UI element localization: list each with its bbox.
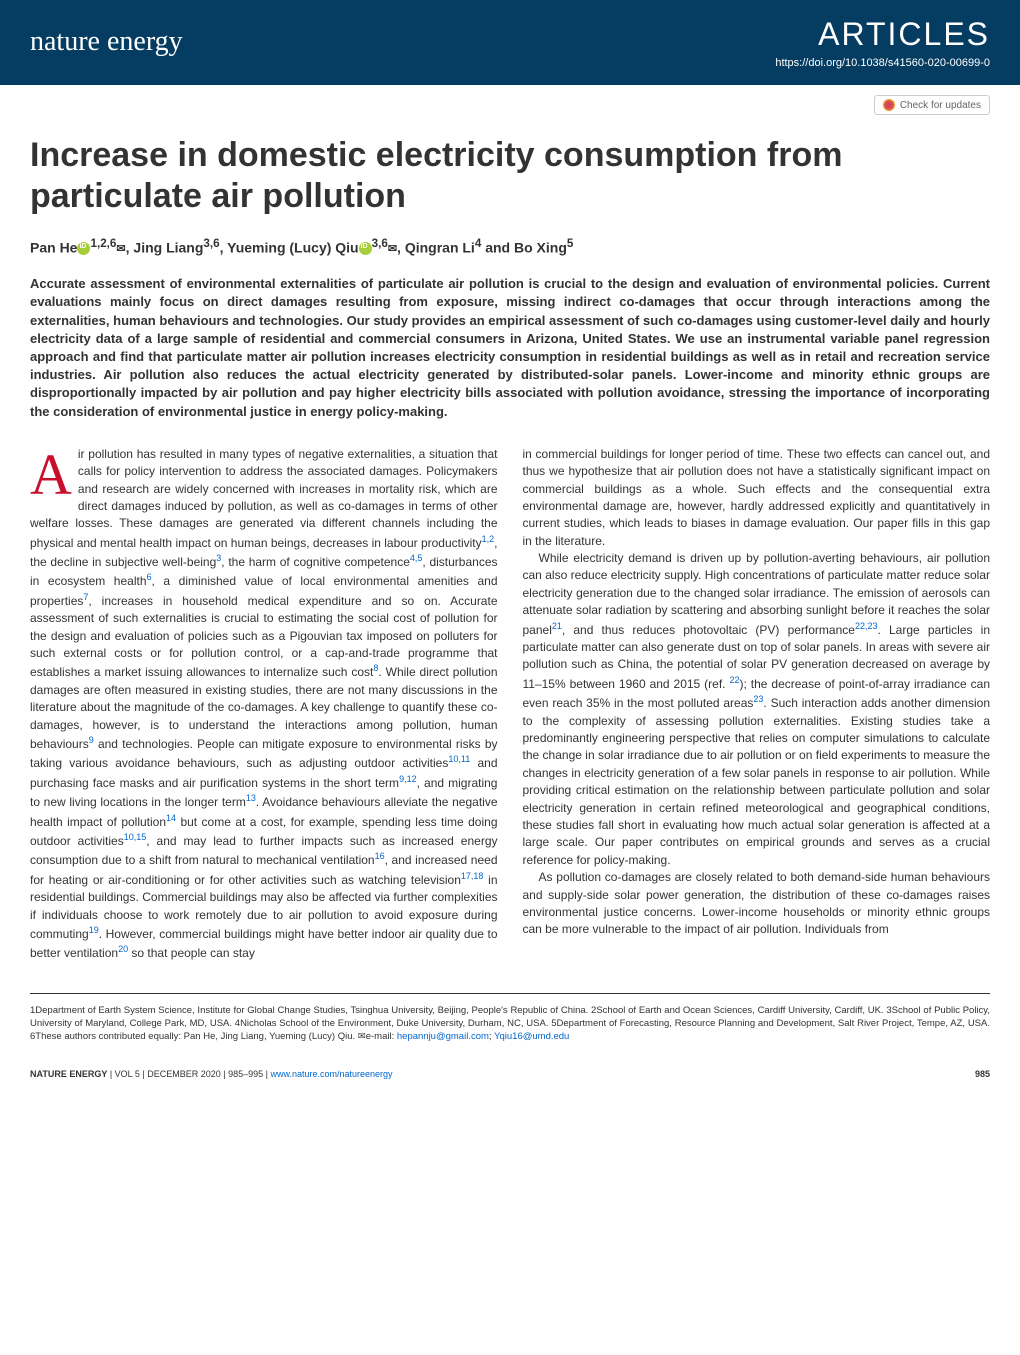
author-1-sup: 1,2,6 <box>90 237 116 250</box>
author-2: , Jing Liang <box>126 239 204 255</box>
ref-sup[interactable]: 22 <box>729 675 739 685</box>
ref-sup[interactable]: 1,2 <box>482 534 495 544</box>
page-footer: NATURE ENERGY | VOL 5 | DECEMBER 2020 | … <box>0 1054 1020 1094</box>
body-paragraph-2: in commercial buildings for longer perio… <box>523 446 991 550</box>
body-paragraph-4: As pollution co-damages are closely rela… <box>523 869 991 939</box>
email-link[interactable]: Yqiu16@umd.edu <box>494 1031 569 1042</box>
email-link[interactable]: hepannju@gmail.com <box>397 1031 489 1042</box>
ref-sup[interactable]: 13 <box>246 793 256 803</box>
journal-reference: NATURE ENERGY | VOL 5 | DECEMBER 2020 | … <box>30 1069 393 1079</box>
author-3-sup: 3,6 <box>372 237 388 250</box>
dropcap: A <box>30 446 78 499</box>
journal-logo: nature energy <box>30 27 183 58</box>
ref-sup[interactable]: 20 <box>118 944 128 954</box>
body-paragraph-3: While electricity demand is driven up by… <box>523 550 991 869</box>
author-5: and Bo Xing <box>481 239 567 255</box>
header-right: ARTICLES https://doi.org/10.1038/s41560-… <box>775 16 990 69</box>
article-title: Increase in domestic electricity consump… <box>0 120 1020 237</box>
orcid-icon[interactable] <box>77 242 90 255</box>
ref-sup[interactable]: 21 <box>552 621 562 631</box>
author-3: , Yueming (Lucy) Qiu <box>220 239 359 255</box>
page-header: nature energy ARTICLES https://doi.org/1… <box>0 0 1020 85</box>
author-list: Pan He1,2,6, Jing Liang3,6, Yueming (Luc… <box>0 237 1020 276</box>
check-updates-bar: Check for updates <box>0 85 1020 120</box>
affiliations: 1Department of Earth System Science, Ins… <box>0 994 1020 1054</box>
ref-sup[interactable]: 10,11 <box>448 754 470 764</box>
ref-sup[interactable]: 23 <box>753 694 763 704</box>
author-2-sup: 3,6 <box>203 237 219 250</box>
ref-sup[interactable]: 22,23 <box>855 621 878 631</box>
page-number: 985 <box>975 1069 990 1079</box>
ref-sup[interactable]: 9,12 <box>399 774 417 784</box>
author-1: Pan He <box>30 239 77 255</box>
column-right: in commercial buildings for longer perio… <box>523 446 991 963</box>
mail-icon[interactable] <box>116 239 125 255</box>
check-updates-label: Check for updates <box>900 100 981 111</box>
author-4: , Qingran Li <box>397 239 475 255</box>
journal-url[interactable]: www.nature.com/natureenergy <box>270 1069 392 1079</box>
ref-sup[interactable]: 16 <box>375 851 385 861</box>
ref-sup[interactable]: 14 <box>166 813 176 823</box>
mail-icon[interactable] <box>388 239 397 255</box>
check-updates-button[interactable]: Check for updates <box>874 95 990 115</box>
section-label: ARTICLES <box>775 16 990 53</box>
orcid-icon[interactable] <box>359 242 372 255</box>
column-left: Air pollution has resulted in many types… <box>30 446 498 963</box>
crossmark-icon <box>883 99 895 111</box>
author-5-sup: 5 <box>567 237 573 250</box>
abstract: Accurate assessment of environmental ext… <box>0 275 1020 446</box>
ref-sup[interactable]: 10,15 <box>124 832 147 842</box>
doi-link[interactable]: https://doi.org/10.1038/s41560-020-00699… <box>775 57 990 69</box>
ref-sup[interactable]: 19 <box>89 925 99 935</box>
body-paragraph-1: Air pollution has resulted in many types… <box>30 446 498 963</box>
ref-sup[interactable]: 17,18 <box>461 871 484 881</box>
body-columns: Air pollution has resulted in many types… <box>0 446 1020 983</box>
ref-sup[interactable]: 4,5 <box>410 553 423 563</box>
